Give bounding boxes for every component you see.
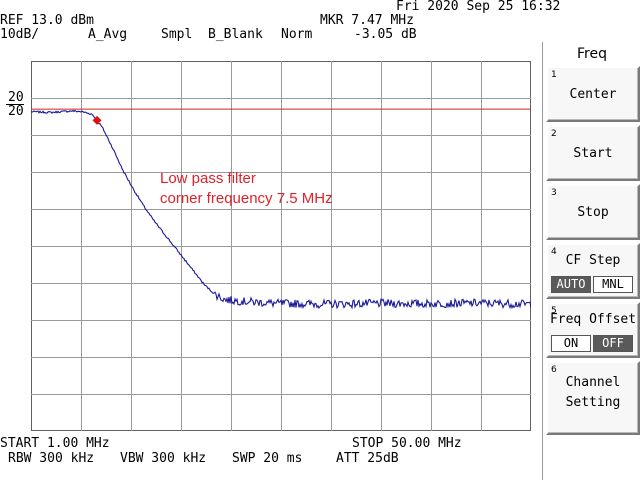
cf-step-manual-option[interactable]: MNL bbox=[593, 276, 633, 293]
sample-mode: Smpl bbox=[161, 27, 193, 42]
resolution-bandwidth: RBW 300 kHz bbox=[8, 451, 95, 466]
softkey-label: Center bbox=[569, 87, 617, 102]
spectrum-graticule bbox=[31, 61, 531, 431]
marker-level: -3.05 dB bbox=[354, 27, 417, 42]
annotation: Low pass filter corner frequency 7.5 MHz bbox=[160, 169, 333, 209]
softkey-menu-title: Freq bbox=[577, 46, 607, 62]
marker-point bbox=[92, 115, 102, 125]
softkey-panel: Freq 1 Center 2 Start 3 Stop 4 CF Step A… bbox=[542, 42, 640, 480]
spectrum-plot bbox=[31, 61, 531, 431]
status-footer: START 1.00 MHz STOP 50.00 MHz RBW 300 kH… bbox=[0, 437, 542, 480]
annotation-line-1: Low pass filter bbox=[160, 170, 256, 187]
softkey-label: Start bbox=[573, 146, 613, 161]
softkey-number: 2 bbox=[551, 129, 557, 139]
scale-per-division: 10dB/ bbox=[0, 27, 40, 42]
softkey-stop[interactable]: 3 Stop bbox=[546, 184, 640, 240]
softkey-start[interactable]: 2 Start bbox=[546, 125, 640, 181]
softkey-number: 1 bbox=[551, 70, 557, 80]
softkey-label: Channel bbox=[565, 375, 621, 390]
softkey-center[interactable]: 1 Center bbox=[546, 66, 640, 122]
video-bandwidth: VBW 300 kHz bbox=[120, 451, 207, 466]
reference-level: REF 13.0 dBm bbox=[0, 13, 94, 28]
softkey-channel-setting[interactable]: 6 Channel Setting bbox=[546, 361, 640, 435]
sweep-time: SWP 20 ms bbox=[232, 451, 303, 466]
attenuation: ATT 25dB bbox=[336, 451, 399, 466]
softkey-label: CF Step bbox=[565, 253, 621, 268]
scale-indicator-divider bbox=[6, 104, 24, 105]
datetime: Fri 2020 Sep 25 16:32 bbox=[396, 0, 561, 14]
annotation-line-2: corner frequency 7.5 MHz bbox=[160, 190, 333, 207]
trace-b-mode: B_Blank bbox=[208, 27, 263, 42]
scale-indicator-lower: 20 bbox=[8, 104, 24, 119]
analyzer-screen: Fri 2020 Sep 25 16:32 REF 13.0 dBm MKR 7… bbox=[0, 0, 561, 480]
softkey-number: 4 bbox=[551, 247, 557, 257]
cf-step-auto-option[interactable]: AUTO bbox=[551, 276, 591, 293]
softkey-number: 5 bbox=[551, 306, 557, 316]
stop-frequency: STOP 50.00 MHz bbox=[352, 436, 462, 451]
softkey-number: 6 bbox=[551, 365, 557, 375]
marker-frequency: MKR 7.47 MHz bbox=[320, 13, 414, 28]
softkey-freq-offset[interactable]: 5 Freq Offset ON OFF bbox=[546, 302, 640, 358]
freq-offset-off-option[interactable]: OFF bbox=[593, 335, 633, 352]
softkey-label: Stop bbox=[577, 205, 609, 220]
softkey-number: 3 bbox=[551, 188, 557, 198]
trace-line bbox=[31, 109, 531, 310]
detector-mode: A_Avg bbox=[88, 27, 128, 42]
freq-offset-on-option[interactable]: ON bbox=[551, 335, 591, 352]
softkey-label: Freq Offset bbox=[549, 312, 637, 327]
trace-mode: Norm bbox=[281, 27, 313, 42]
softkey-cf-step[interactable]: 4 CF Step AUTO MNL bbox=[546, 243, 640, 299]
scale-indicator-upper: 20 bbox=[8, 90, 24, 105]
start-frequency: START 1.00 MHz bbox=[0, 436, 110, 451]
softkey-label-line-2: Setting bbox=[565, 395, 621, 410]
